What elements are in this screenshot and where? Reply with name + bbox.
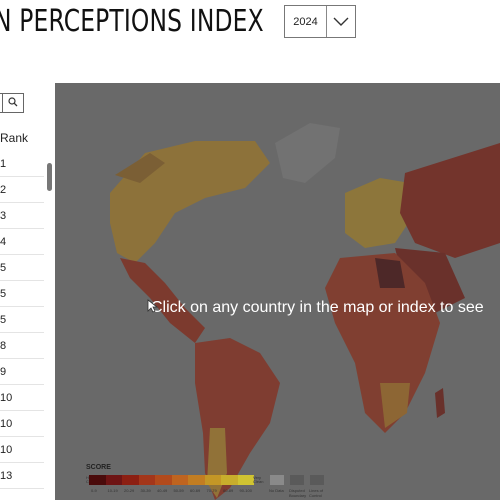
table-row[interactable]: 5 [0,281,44,307]
region-libya-sudan [375,258,405,288]
map-hint: Click on any country in the map or index… [147,299,484,317]
table-row[interactable]: 3 [0,203,44,229]
rank-value: 8 [0,339,7,352]
year-value: 2024 [293,15,318,28]
rank-value: 2 [0,183,7,196]
legend-tick-label: 10-19 [107,488,118,493]
region-europe [345,178,415,248]
region-middle-east [395,248,465,313]
scrollbar-track[interactable] [44,151,54,500]
map-hint-text: Click on any country in the map or index… [151,299,484,316]
legend-tick-label: 50-59 [173,488,184,493]
rank-value: 5 [0,261,7,274]
legend-tick-label: 30-39 [140,488,151,493]
region-southern-africa [380,383,410,428]
score-legend: SCORE Highly Corrupt 0-910-1920-2930-394… [85,463,485,500]
region-alaska [115,153,165,183]
table-row[interactable]: 5 [0,255,44,281]
legend-swatch [204,475,221,485]
rank-value: 3 [0,209,7,222]
legend-tick-label: 60-69 [190,488,201,493]
rank-value: 5 [0,313,7,326]
table-row[interactable]: 5 [0,307,44,333]
rank-list: 1 2 3 4 5 5 5 8 9 10 10 10 13 [0,151,44,489]
table-row[interactable]: 13 [0,463,44,489]
search-icon [8,94,18,112]
table-row[interactable]: 8 [0,333,44,359]
legend-no-data-label: No Data [269,488,284,493]
region-madagascar [435,388,445,418]
region-russia [400,143,500,258]
dropdown-divider [326,6,327,37]
rank-value: 5 [0,287,7,300]
map-dim-overlay [55,83,500,500]
legend-swatch [138,475,155,485]
table-row[interactable]: 10 [0,411,44,437]
map-graphic[interactable] [55,83,500,500]
table-row[interactable]: 9 [0,359,44,385]
table-row[interactable]: 10 [0,385,44,411]
legend-swatch [122,475,139,485]
legend-control-swatch [310,475,324,485]
legend-high-label: Very Clean [253,475,264,484]
year-dropdown[interactable]: 2024 [284,5,356,38]
page-title: N PERCEPTIONS INDEX [0,4,264,39]
legend-swatch [171,475,188,485]
table-row[interactable]: 1 [0,151,44,177]
rank-value: 1 [0,157,7,170]
legend-title: SCORE [86,464,111,471]
legend-tick-label: 0-9 [91,488,97,493]
legend-tick-label: 70-79 [206,488,217,493]
legend-swatch [188,475,205,485]
legend-control-label: Lines of Control [309,488,324,498]
scrollbar-thumb[interactable] [47,163,52,191]
rank-value: 10 [0,391,13,404]
table-row[interactable]: 4 [0,229,44,255]
legend-tick-label: 40-49 [157,488,168,493]
table-row[interactable]: 10 [0,437,44,463]
legend-tick-label: 20-29 [124,488,135,493]
legend-no-data-swatch [270,475,284,485]
rank-value: 4 [0,235,7,248]
search-button[interactable] [2,93,24,113]
region-greenland [275,123,340,183]
index-panel: Rank 1 2 3 4 5 5 5 8 9 10 10 10 13 [0,83,55,500]
chevron-down-icon[interactable] [327,17,355,27]
region-mexico [120,258,205,343]
legend-tick-label: 90-100 [239,488,252,493]
legend-swatch [237,475,254,485]
rank-value: 10 [0,417,13,430]
region-africa [325,253,440,433]
legend-tick-label: 80-89 [223,488,234,493]
table-row[interactable]: 2 [0,177,44,203]
legend-swatch [105,475,122,485]
world-map[interactable]: Click on any country in the map or index… [55,83,500,500]
rank-value: 9 [0,365,7,378]
rank-value: 10 [0,443,13,456]
legend-swatch [221,475,238,485]
rank-value: 13 [0,469,13,482]
legend-swatch [155,475,172,485]
legend-disputed-swatch [290,475,304,485]
legend-disputed-label: Disputed Boundary [289,488,307,498]
legend-swatch [89,475,106,485]
rank-column-header: Rank [0,131,29,145]
